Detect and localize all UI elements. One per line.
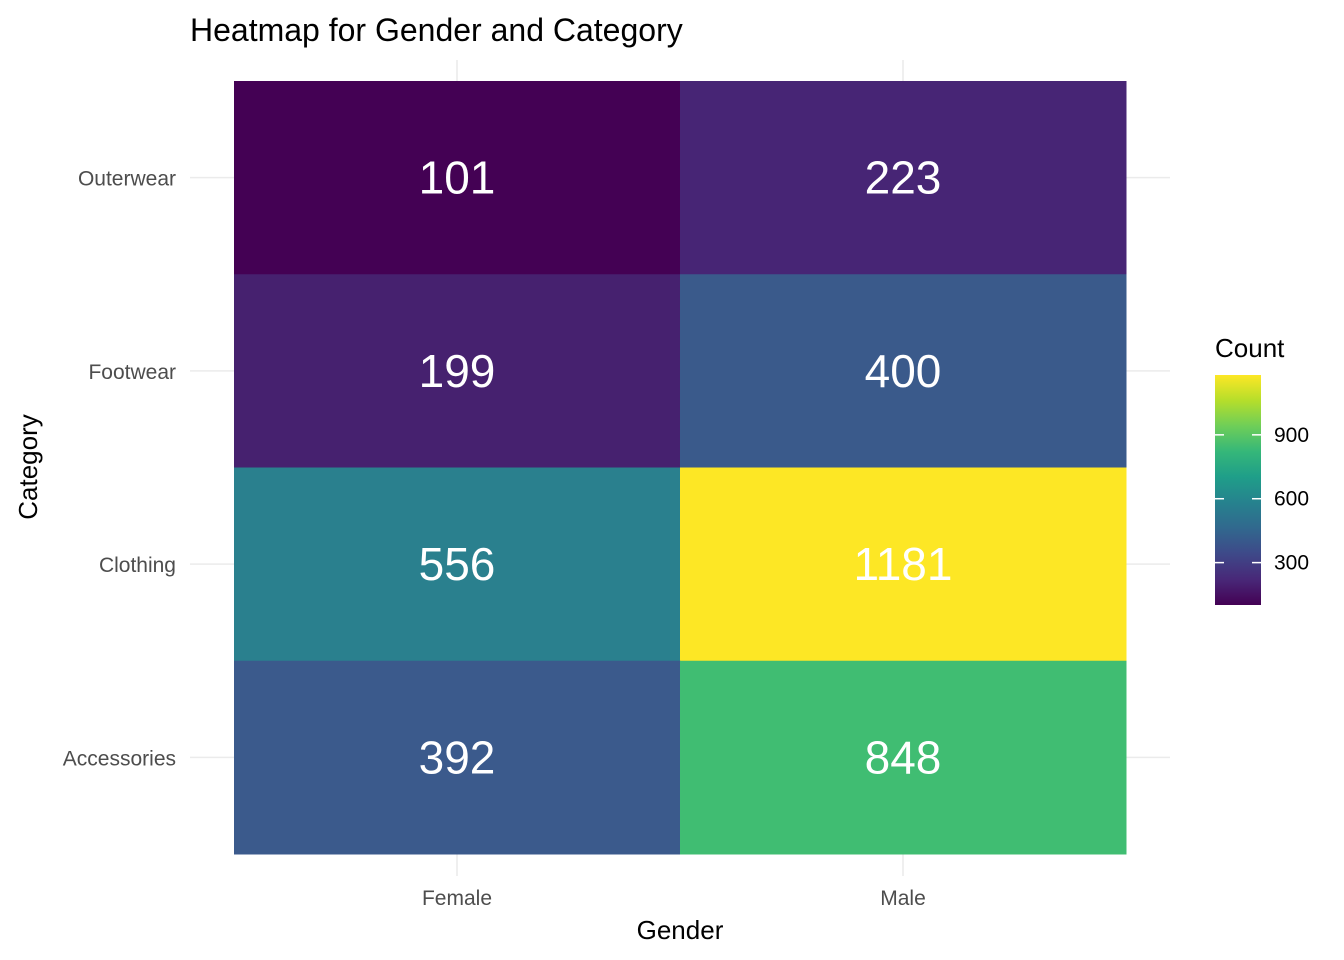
cell-value-label: 392	[419, 731, 496, 783]
legend-tick-label: 900	[1274, 424, 1309, 447]
color-legend: Count 300 600 900	[1215, 333, 1309, 605]
chart-title: Heatmap for Gender and Category	[190, 12, 683, 48]
heatmap-cell	[680, 467, 1127, 662]
cell-labels: 101 223 199 400 556 1181 392 848	[419, 152, 953, 784]
x-tick-label: Female	[422, 887, 492, 910]
heatmap-cell	[680, 660, 1127, 855]
heatmap-cell	[234, 81, 681, 275]
cell-value-label: 223	[865, 152, 942, 204]
x-axis-title: Gender	[637, 915, 724, 945]
heatmap-cell	[234, 274, 681, 468]
cell-value-label: 101	[419, 152, 496, 204]
y-tick-label: Accessories	[63, 747, 176, 770]
heatmap-cell	[234, 660, 681, 855]
legend-tick-label: 600	[1274, 488, 1309, 511]
heatmap-cell	[680, 81, 1127, 275]
legend-colorbar	[1215, 375, 1261, 605]
y-tick-label: Outerwear	[78, 168, 176, 191]
y-axis-ticks: Accessories Clothing Footwear Outerwear	[63, 168, 176, 771]
heatmap-cells	[234, 81, 1127, 855]
legend-ticks: 300 600 900	[1215, 424, 1309, 575]
x-tick-label: Male	[880, 887, 926, 910]
legend-title: Count	[1215, 333, 1285, 363]
cell-value-label: 199	[419, 345, 496, 397]
x-axis-ticks: Female Male	[422, 887, 926, 910]
cell-value-label: 848	[865, 731, 942, 783]
y-tick-label: Clothing	[99, 554, 176, 577]
y-tick-label: Footwear	[88, 361, 176, 384]
y-axis-title: Category	[13, 414, 43, 520]
heatmap-cell	[234, 467, 681, 662]
cell-value-label: 1181	[854, 538, 953, 590]
heatmap-cell	[680, 274, 1127, 468]
legend-tick-label: 300	[1274, 552, 1309, 575]
cell-value-label: 400	[865, 345, 942, 397]
cell-value-label: 556	[419, 538, 496, 590]
